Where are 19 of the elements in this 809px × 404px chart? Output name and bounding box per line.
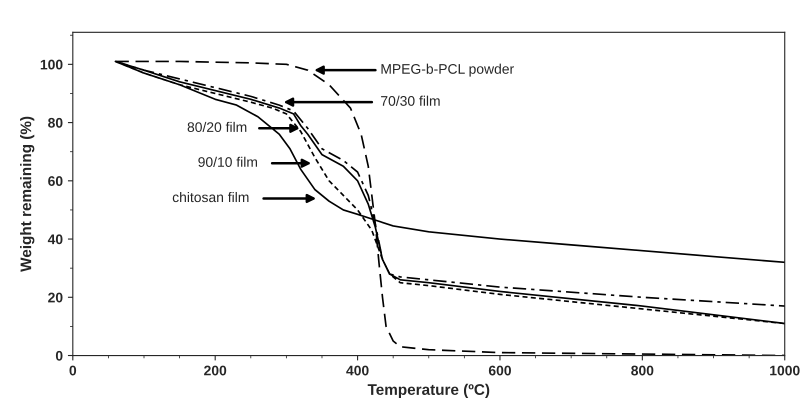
y-tick-label: 20 xyxy=(48,292,63,302)
y-tick-label: 80 xyxy=(48,118,63,128)
annotation: 80/20 film xyxy=(188,122,246,132)
annotation: chitosan film xyxy=(172,192,248,202)
annotation: 90/10 film xyxy=(198,156,257,167)
y-tick-label: 0 xyxy=(56,350,63,361)
y-tick-label: 40 xyxy=(48,234,63,244)
y-tick-label: 100 xyxy=(40,60,63,70)
x-tick-label: 600 xyxy=(488,366,511,376)
x-tick-label: 1000 xyxy=(770,366,800,376)
y-axis-title: Weight remaining (%) xyxy=(20,116,34,272)
x-tick-label: 800 xyxy=(631,366,654,376)
annotation: MPEG-b-PCL powder xyxy=(382,64,514,77)
y-tick-label: 60 xyxy=(48,176,63,186)
x-tick-label: 200 xyxy=(204,366,226,376)
x-axis-title: Temperature (ºC) xyxy=(368,384,490,398)
x-tick-label: 400 xyxy=(346,366,369,376)
annotation: 70/30 film xyxy=(381,96,440,106)
x-tick-label: 0 xyxy=(69,366,76,376)
